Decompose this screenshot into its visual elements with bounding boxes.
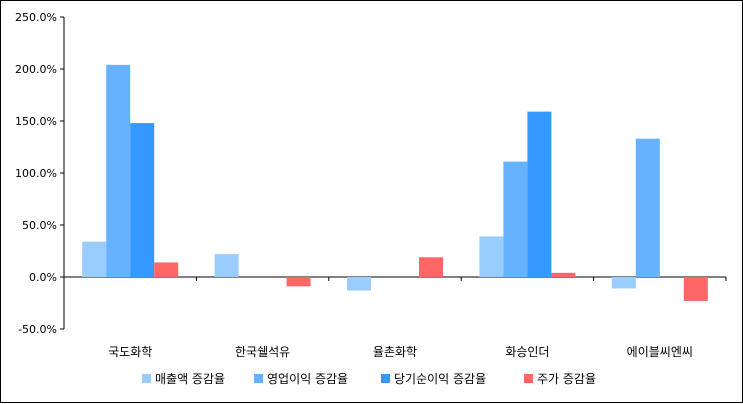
bar (154, 262, 179, 277)
y-tick-label: -50.0% (18, 323, 57, 336)
legend-label: 매출액 증감율 (155, 372, 225, 386)
bar (82, 241, 107, 277)
legend-swatch (524, 374, 533, 383)
y-tick-label: 200.0% (15, 63, 57, 76)
category-label: 화승인더 (505, 345, 549, 359)
bar (106, 64, 131, 277)
bar (683, 277, 708, 301)
legend-label: 주가 증감율 (537, 372, 596, 386)
category-label: 국도화학 (108, 345, 152, 359)
legend-label: 당기순이익 증감율 (394, 372, 486, 386)
bar (214, 254, 239, 277)
bar (479, 236, 504, 277)
bar (551, 272, 576, 277)
y-tick-label: 0.0% (29, 271, 57, 284)
category-label: 에이블씨엔씨 (627, 345, 693, 359)
bar (503, 161, 528, 277)
bar (611, 277, 636, 289)
legend-label: 영업이익 증감율 (267, 372, 348, 386)
bar (130, 123, 155, 277)
bar (635, 138, 660, 277)
y-tick-label: 250.0% (15, 11, 57, 24)
bar (286, 277, 311, 287)
y-tick-label: 50.0% (22, 219, 57, 232)
legend-swatch (142, 374, 151, 383)
bar (419, 257, 443, 277)
category-label: 한국쉘석유 (235, 345, 290, 359)
category-label: 율촌화학 (373, 345, 417, 359)
bar (347, 277, 371, 291)
legend-swatch (381, 374, 390, 383)
bar (527, 111, 552, 277)
y-tick-label: 150.0% (15, 115, 57, 128)
y-tick-label: 100.0% (15, 167, 57, 180)
legend-swatch (254, 374, 263, 383)
